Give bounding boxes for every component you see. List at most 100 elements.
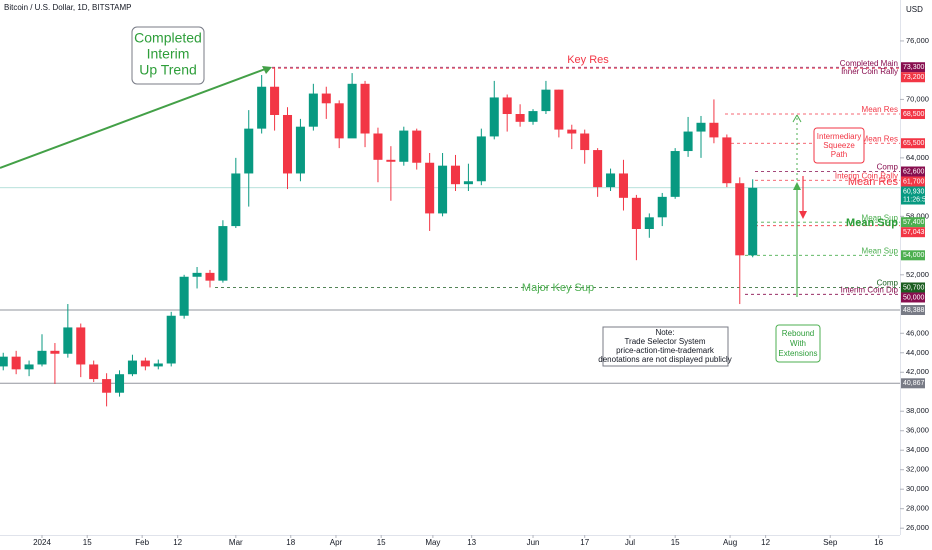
y-tick-label: 76,000 <box>906 36 929 45</box>
price-label: 50,700 <box>903 284 925 291</box>
price-label-box <box>901 176 925 187</box>
level-text: Mean Res <box>862 134 898 143</box>
candle-body <box>50 350 60 354</box>
currency: USD <box>906 5 923 14</box>
price-label: 57,400 <box>903 219 925 226</box>
candle-body <box>709 122 719 138</box>
squeeze-text: Squeeze <box>823 141 855 150</box>
candle-body <box>282 114 293 174</box>
candle-body <box>670 151 680 197</box>
price-label-box <box>901 282 925 293</box>
price-label-box <box>901 378 925 389</box>
note-text: Trade Selector System <box>624 337 705 346</box>
x-tick-label: 15 <box>671 538 680 547</box>
candle-body <box>0 356 8 367</box>
y-tick-label: 32,000 <box>906 465 929 474</box>
candle-body <box>244 128 254 174</box>
candle-body <box>463 181 473 185</box>
trend-arrow <box>0 67 269 169</box>
x-tick-label: 12 <box>173 538 182 547</box>
price-label-box <box>901 138 925 149</box>
candle-body <box>89 364 99 380</box>
candle-body <box>205 272 215 281</box>
candle-body <box>489 97 499 137</box>
trend-arrow-head <box>262 66 272 74</box>
key-res: Key Res <box>567 54 609 66</box>
y-tick-label: 42,000 <box>906 367 929 376</box>
candle-body <box>257 86 267 129</box>
candle-body <box>722 137 732 184</box>
candle-body <box>373 133 383 160</box>
candle-body <box>76 327 86 365</box>
mean-res-big: Mean Res <box>848 176 899 188</box>
price-label-box <box>901 186 925 205</box>
level-text: Interim Coin Dip <box>841 285 899 294</box>
note-box <box>602 326 729 367</box>
squeeze-text: Path <box>831 150 847 159</box>
price-label: 61,700 <box>903 178 925 185</box>
y-tick-label: 58,000 <box>906 211 929 220</box>
chart-title: Bitcoin / U.S. Dollar, 1D, BITSTAMP <box>4 3 131 12</box>
level-text: Mean Sup <box>862 246 899 255</box>
candle-body <box>748 187 758 256</box>
completed-main: Inner Coin Rally <box>841 67 898 76</box>
rebound-text: Extensions <box>778 349 817 358</box>
candle-body <box>308 93 318 127</box>
candle-body <box>438 165 448 214</box>
candle-body <box>606 173 616 188</box>
candle-body <box>528 111 538 122</box>
squeeze-head <box>799 211 807 219</box>
x-tick-label: Jul <box>625 538 635 547</box>
x-tick-label: May <box>425 538 440 547</box>
y-tick-label: 26,000 <box>906 523 929 532</box>
price-label: 60,930 <box>903 188 925 195</box>
candle-body <box>515 114 525 122</box>
candle-body <box>334 103 344 139</box>
x-tick-label: 2024 <box>33 538 51 547</box>
price-label: 65,500 <box>903 140 925 147</box>
candle-body <box>657 196 667 218</box>
note-text: denotations are not displayed publicly <box>598 355 731 364</box>
candle-body <box>63 327 73 354</box>
candle-body <box>631 197 641 230</box>
candle-body <box>347 83 357 139</box>
level-text: Interim Coin Rally <box>835 171 898 180</box>
callout-text: Interim <box>147 46 190 62</box>
candle-body <box>502 97 512 115</box>
rebound-head <box>793 182 801 190</box>
candle-body <box>735 183 745 256</box>
candle-body <box>179 276 189 316</box>
squeeze-box <box>813 127 865 164</box>
candle-body <box>644 217 654 230</box>
candle-body <box>696 122 706 132</box>
candle-body <box>153 363 163 367</box>
candle-body <box>321 93 331 104</box>
price-label-box <box>901 305 925 316</box>
price-label-box <box>901 72 925 83</box>
x-tick-label: 18 <box>286 538 295 547</box>
x-tick-label: Sep <box>823 538 838 547</box>
x-tick-label: Jun <box>527 538 540 547</box>
candle-body <box>231 173 241 227</box>
y-tick-label: 30,000 <box>906 484 929 493</box>
price-label: 68,500 <box>903 111 925 118</box>
candle-body <box>295 126 305 174</box>
candle-body <box>425 162 435 214</box>
countdown: 11:26:54 <box>903 196 930 203</box>
candle-body <box>192 272 202 277</box>
x-tick-label: 17 <box>580 538 589 547</box>
x-tick-label: 12 <box>761 538 770 547</box>
candle-body <box>683 131 693 152</box>
y-tick-label: 70,000 <box>906 94 929 103</box>
price-label: 73,200 <box>903 74 925 81</box>
candle-body <box>37 350 47 365</box>
candle-body <box>618 173 628 198</box>
candle-body <box>450 165 461 185</box>
price-label-box <box>901 62 925 73</box>
price-label-box <box>901 227 925 238</box>
x-tick-label: Apr <box>330 538 343 547</box>
callout <box>131 26 205 85</box>
mean-sup-big: Mean Sup <box>846 217 898 229</box>
y-tick-label: 44,000 <box>906 348 929 357</box>
